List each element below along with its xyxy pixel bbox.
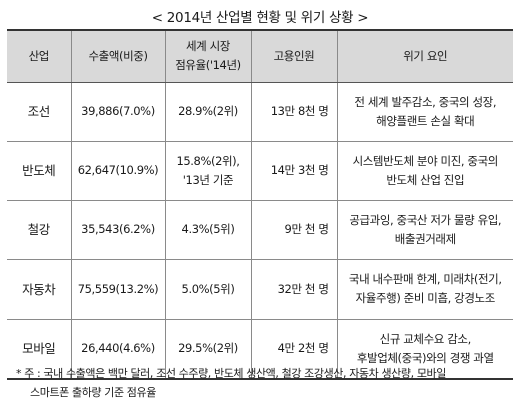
cell-market-share: 28.9%(2위) [164, 82, 252, 141]
table-row: 반도체 62,647(10.9%) 15.8%(2위), '13년 기준 14만… [7, 141, 513, 200]
cell-risk-line: 시스템반도체 분야 미진, 중국의 [352, 153, 499, 168]
table-header-row: 산업 수출액(비중) 세계 시장 점유율('14년) 고용인원 위기 요인 [7, 30, 513, 83]
cell-risk: 국내 내수판매 한계, 미래차(전기, 자율주행) 준비 미흡, 강경노조 [336, 259, 513, 319]
cell-risk-line: 해양플랜트 손실 확대 [376, 113, 475, 128]
cell-employment: 13만 8천 명 [250, 82, 338, 141]
cell-risk: 시스템반도체 분야 미진, 중국의 반도체 산업 진입 [336, 141, 513, 200]
cell-market-share: 4.3%(5위) [164, 200, 252, 259]
cell-industry: 반도체 [7, 141, 72, 200]
cell-risk-line: 배출권거래제 [394, 231, 456, 246]
cell-risk-line: 국내 내수판매 한계, 미래차(전기, [348, 272, 502, 286]
cell-export: 62,647(10.9%) [70, 141, 166, 200]
cell-risk: 전 세계 발주감소, 중국의 성장, 해양플랜트 손실 확대 [336, 82, 513, 141]
footnote-line1: * 주 : 국내 수출액은 백만 달러, 조선 수주량, 반도체 생산액, 철강… [16, 367, 446, 380]
footnote: * 주 : 국내 수출액은 백만 달러, 조선 수주량, 반도체 생산액, 철강… [16, 364, 516, 402]
header-market-share: 세계 시장 점유율('14년) [164, 30, 252, 83]
header-export: 수출액(비중) [70, 30, 166, 83]
header-industry: 산업 [7, 30, 72, 83]
footnote-line2: 스마트폰 출하량 기준 점유율 [30, 386, 156, 399]
cell-risk-line: 신규 교체수요 감소, [379, 331, 472, 346]
cell-industry: 모바일 [7, 319, 72, 379]
table-row: 철강 35,543(6.2%) 4.3%(5위) 9만 천 명 공급과잉, 중국… [7, 200, 513, 259]
cell-employment: 9만 천 명 [250, 200, 338, 259]
cell-market-share-line: 29.5%(2위) [178, 341, 238, 356]
cell-risk-line: 공급과잉, 중국산 저가 물량 유입, [349, 212, 502, 227]
cell-export: 75,559(13.2%) [70, 259, 166, 319]
header-risk: 위기 요인 [336, 30, 513, 83]
cell-industry: 자동차 [7, 259, 72, 319]
cell-market-share: 5.0%(5위) [164, 259, 252, 319]
table-row: 조선 39,886(7.0%) 28.9%(2위) 13만 8천 명 전 세계 … [7, 82, 513, 141]
cell-market-share: 15.8%(2위), '13년 기준 [164, 141, 252, 200]
cell-risk: 공급과잉, 중국산 저가 물량 유입, 배출권거래제 [336, 200, 513, 259]
cell-employment: 4만 2천 명 [250, 319, 338, 379]
cell-risk-line: 전 세계 발주감소, 중국의 성장, [354, 94, 497, 109]
table-row: 모바일 26,440(4.6%) 29.5%(2위) 4만 2천 명 신규 교체… [7, 319, 513, 379]
cell-industry: 조선 [7, 82, 72, 141]
cell-market-share: 29.5%(2위) [164, 319, 252, 379]
cell-export: 35,543(6.2%) [70, 200, 166, 259]
cell-export: 39,886(7.0%) [70, 82, 166, 141]
cell-market-share-line: 4.3%(5위) [181, 222, 235, 236]
cell-employment: 14만 3천 명 [250, 141, 338, 200]
header-market-share-line2: 점유율('14년) [175, 58, 241, 73]
header-market-share-line1: 세계 시장 [186, 39, 230, 54]
cell-risk-line: 후발업체(중국)와의 경쟁 과열 [356, 350, 494, 365]
cell-market-share-line: 5.0%(5위) [181, 281, 235, 296]
cell-risk-line: 자율주행) 준비 미흡, 강경노조 [355, 291, 496, 305]
cell-market-share-line: '13년 기준 [182, 172, 234, 187]
industry-status-table: 산업 수출액(비중) 세계 시장 점유율('14년) 고용인원 위기 요인 조선… [7, 29, 513, 380]
cell-risk-line: 반도체 산업 진입 [386, 172, 465, 187]
table-row: 자동차 75,559(13.2%) 5.0%(5위) 32만 천 명 국내 내수… [7, 259, 513, 319]
cell-market-share-line: 28.9%(2위) [178, 104, 238, 118]
cell-risk: 신규 교체수요 감소, 후발업체(중국)와의 경쟁 과열 [336, 319, 513, 379]
table-title: < 2014년 산업별 현황 및 위기 상황 > [151, 10, 369, 26]
cell-market-share-line: 15.8%(2위), [176, 153, 240, 168]
cell-employment: 32만 천 명 [250, 259, 338, 319]
cell-industry: 철강 [7, 200, 72, 259]
header-employment: 고용인원 [250, 30, 338, 83]
